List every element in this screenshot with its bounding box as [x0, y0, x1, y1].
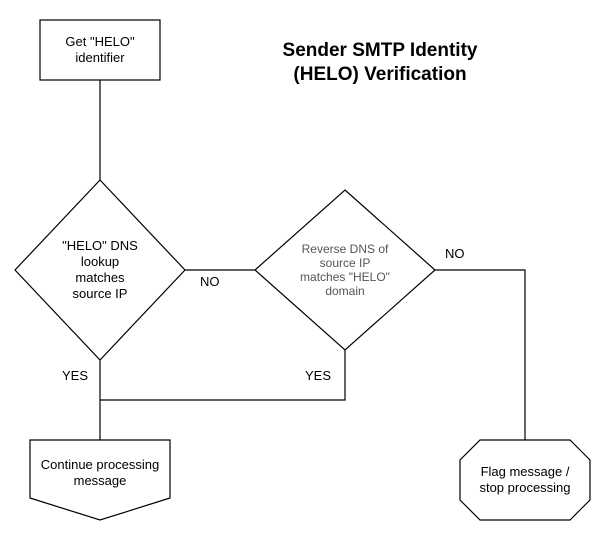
svg-text:message: message	[74, 473, 127, 488]
svg-text:stop processing: stop processing	[479, 480, 570, 495]
svg-text:source IP: source IP	[73, 286, 128, 301]
svg-text:matches "HELO": matches "HELO"	[300, 270, 390, 284]
svg-text:identifier: identifier	[75, 50, 125, 65]
edge-label-e2: NO	[200, 274, 220, 289]
svg-text:source IP: source IP	[320, 256, 371, 270]
svg-text:Reverse DNS of: Reverse DNS of	[302, 242, 389, 256]
edge-label-e3: YES	[62, 368, 88, 383]
svg-text:domain: domain	[325, 284, 364, 298]
edge-label-e5: NO	[445, 246, 465, 261]
edge-e5	[435, 270, 525, 440]
svg-text:"HELO" DNS: "HELO" DNS	[62, 238, 138, 253]
svg-text:lookup: lookup	[81, 254, 119, 269]
svg-text:matches: matches	[75, 270, 125, 285]
svg-text:Continue processing: Continue processing	[41, 457, 160, 472]
edge-label-e4: YES	[305, 368, 331, 383]
title-line2: (HELO) Verification	[293, 64, 466, 85]
svg-text:Flag message /: Flag message /	[481, 464, 570, 479]
title-line1: Sender SMTP Identity	[283, 40, 478, 61]
svg-text:Get "HELO": Get "HELO"	[65, 34, 135, 49]
